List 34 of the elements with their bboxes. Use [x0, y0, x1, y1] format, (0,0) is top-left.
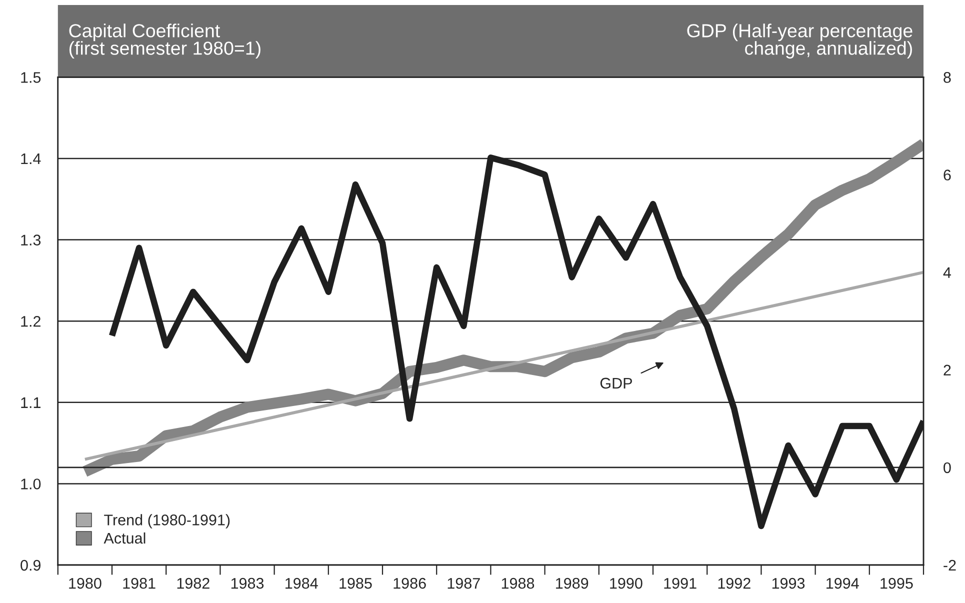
x-tick-label: 1985: [340, 578, 372, 589]
x-tick-label: 1981: [123, 578, 156, 589]
x-tick-label: 1994: [826, 578, 859, 589]
x-tick-label: 1995: [880, 578, 913, 589]
y2-axis-title: GDP (Half-year percentage change, annualized): [687, 24, 912, 59]
legend-label: Actual: [104, 532, 146, 544]
y2-tick-label: 4: [943, 267, 951, 278]
x-tick-label: 1992: [718, 578, 750, 589]
y-tick-label: 1.3: [21, 234, 41, 246]
y-tick-label: 1.1: [21, 397, 40, 408]
x-tick-label: 1982: [177, 578, 210, 589]
x-tick-label: 1984: [286, 578, 318, 589]
x-tick-label: 1990: [610, 578, 642, 589]
x-tick-label: 1986: [394, 578, 426, 589]
x-tick-label: 1988: [502, 578, 534, 589]
y-axis-title: Capital Coefficient (first semester 1980=1): [69, 24, 260, 59]
x-tick-label: 1983: [231, 578, 264, 589]
annotation: GDP: [600, 378, 632, 389]
x-tick-label: 1993: [772, 578, 805, 589]
y2-tick-label: 0: [944, 462, 951, 474]
y-tick-label: 1.4: [21, 154, 41, 164]
x-tick-label: 1987: [448, 578, 480, 589]
y-tick-label: 1.0: [21, 478, 41, 490]
y2-tick-label: 8: [944, 72, 951, 83]
y2-tick-label: 6: [944, 170, 951, 180]
x-tick-label: 1989: [556, 578, 588, 589]
y-tick-label: 1.5: [21, 72, 41, 83]
legend-label: Trend (1980-1991): [104, 514, 230, 528]
y2-tick-label: 2: [944, 364, 951, 376]
x-tick-label: 1980: [69, 578, 102, 589]
y-tick-label: 0.9: [20, 560, 41, 571]
y-tick-label: 1.2: [21, 316, 40, 327]
y2-tick-label: -2: [944, 560, 956, 571]
x-tick-label: 1991: [664, 578, 696, 589]
